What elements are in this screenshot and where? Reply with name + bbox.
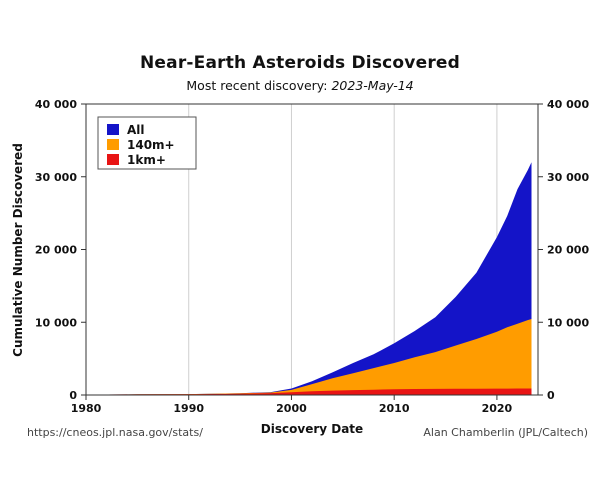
axis-ticks: 1980 1990 2000 2010 2020 0 0 10 000 10 000 20 000… <box>35 98 590 415</box>
y-tick-label-left: 0 <box>69 389 77 402</box>
area-series-0 <box>86 162 532 395</box>
legend-swatch <box>107 139 119 150</box>
series-areas <box>86 162 532 395</box>
y-tick-label-right: 30 000 <box>547 171 589 184</box>
credit-text: Alan Chamberlin (JPL/Caltech) <box>423 426 588 439</box>
y-tick-label-right: 20 000 <box>547 244 589 257</box>
y-tick-label-left: 30 000 <box>35 171 77 184</box>
x-axis-title: Discovery Date <box>261 422 363 436</box>
source-url: https://cneos.jpl.nasa.gov/stats/ <box>27 426 203 439</box>
x-tick-label: 2020 <box>482 402 513 415</box>
y-tick-label-right: 40 000 <box>547 98 589 111</box>
legend-swatch <box>107 154 119 165</box>
y-tick-label-left: 10 000 <box>35 316 77 329</box>
x-tick-label: 1980 <box>71 402 102 415</box>
x-tick-label: 1990 <box>173 402 204 415</box>
legend-swatch <box>107 124 119 135</box>
legend-label: All <box>127 123 145 137</box>
y-tick-label-left: 40 000 <box>35 98 77 111</box>
chart-title: Near-Earth Asteroids Discovered <box>139 53 461 73</box>
chart-subtitle: Most recent discovery: 2023-May-14 <box>0 78 600 93</box>
area-series-1 <box>86 319 532 395</box>
y-tick-label-left: 20 000 <box>35 244 77 257</box>
y-axis-title: Cumulative Number Discovered <box>11 143 25 357</box>
legend-label: 1km+ <box>127 153 166 167</box>
y-tick-label-right: 10 000 <box>547 316 589 329</box>
x-tick-label: 2000 <box>276 402 307 415</box>
subtitle-prefix: Most recent discovery: <box>186 78 332 93</box>
legend-label: 140m+ <box>127 138 175 152</box>
x-tick-label: 2010 <box>379 402 410 415</box>
area-series-2 <box>86 388 532 395</box>
y-tick-label-right: 0 <box>547 389 555 402</box>
subtitle-date: 2023-May-14 <box>331 78 414 93</box>
